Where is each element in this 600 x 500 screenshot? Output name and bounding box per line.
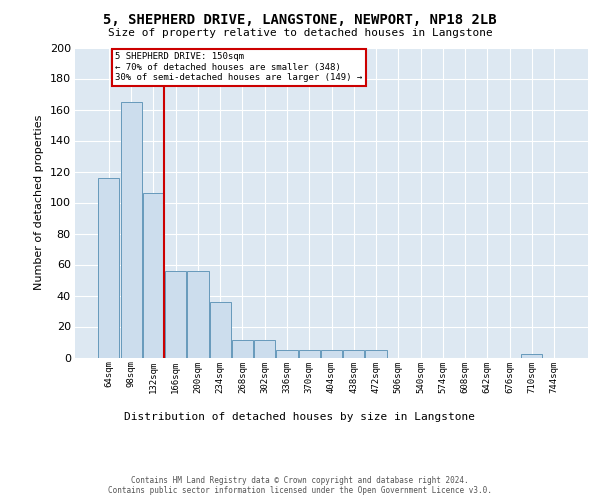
Bar	[254, 340, 275, 357]
Bar	[343, 350, 364, 358]
Bar	[321, 350, 342, 358]
Text: Distribution of detached houses by size in Langstone: Distribution of detached houses by size …	[125, 412, 476, 422]
Text: 5, SHEPHERD DRIVE, LANGSTONE, NEWPORT, NP18 2LB: 5, SHEPHERD DRIVE, LANGSTONE, NEWPORT, N…	[103, 12, 497, 26]
Bar	[521, 354, 542, 358]
Bar	[187, 270, 209, 358]
Bar	[232, 340, 253, 357]
Bar	[121, 102, 142, 358]
Bar	[209, 302, 231, 358]
Bar	[98, 178, 119, 358]
Bar	[299, 350, 320, 358]
Bar	[143, 193, 164, 358]
Bar	[277, 350, 298, 358]
Text: Size of property relative to detached houses in Langstone: Size of property relative to detached ho…	[107, 28, 493, 38]
Text: 5 SHEPHERD DRIVE: 150sqm
← 70% of detached houses are smaller (348)
30% of semi-: 5 SHEPHERD DRIVE: 150sqm ← 70% of detach…	[115, 52, 362, 82]
Bar	[165, 270, 186, 358]
Y-axis label: Number of detached properties: Number of detached properties	[34, 115, 44, 290]
Text: Contains HM Land Registry data © Crown copyright and database right 2024.
Contai: Contains HM Land Registry data © Crown c…	[108, 476, 492, 495]
Bar	[365, 350, 386, 358]
